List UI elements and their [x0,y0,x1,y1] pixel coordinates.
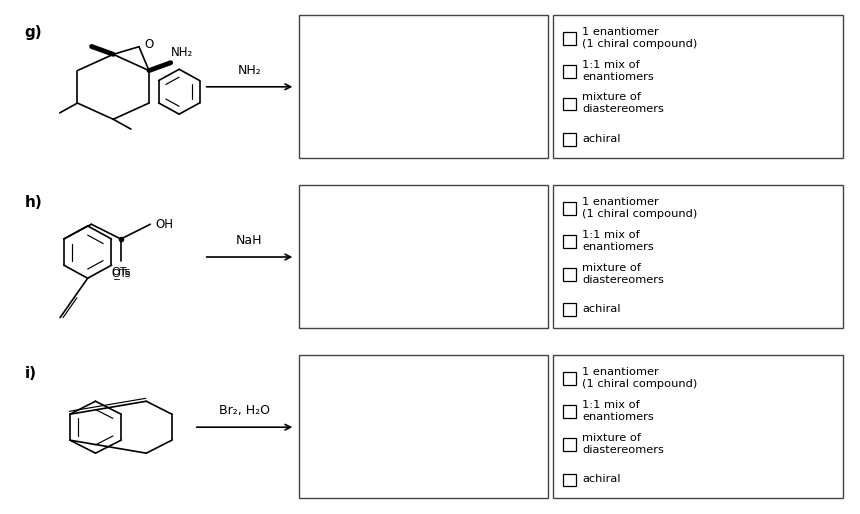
Bar [562,372,575,385]
Bar [299,355,548,498]
Bar [562,438,575,451]
Text: 1:1 mix of
enantiomers: 1:1 mix of enantiomers [582,400,654,422]
Bar [553,185,843,328]
Text: 1 enantiomer
(1 chiral compound): 1 enantiomer (1 chiral compound) [582,367,697,389]
Text: Br₂, H₂O: Br₂, H₂O [219,405,270,417]
Text: achiral: achiral [582,134,621,144]
Text: OTs: OTs [111,267,131,277]
Text: 1:1 mix of
enantiomers: 1:1 mix of enantiomers [582,60,654,82]
Bar [562,133,575,146]
Bar [562,405,575,418]
Text: i): i) [25,365,37,380]
Text: 1 enantiomer
(1 chiral compound): 1 enantiomer (1 chiral compound) [582,197,697,219]
Bar [553,355,843,498]
Text: achiral: achiral [582,304,621,314]
Text: O: O [144,38,153,51]
Bar [553,15,843,158]
Bar [299,185,548,328]
Bar [299,15,548,158]
Text: g): g) [25,25,42,40]
Bar [562,65,575,78]
Text: achiral: achiral [582,474,621,485]
Bar [562,268,575,281]
Bar [562,32,575,45]
Text: NaH: NaH [237,234,262,247]
Bar [562,303,575,316]
Bar [562,98,575,111]
Text: OH: OH [156,218,173,231]
Text: mixture of
diastereomers: mixture of diastereomers [582,433,665,455]
Text: NH₂: NH₂ [237,64,261,77]
Bar [562,235,575,248]
Text: NH₂: NH₂ [171,46,194,60]
Text: mixture of
diastereomers: mixture of diastereomers [582,263,665,285]
Text: 1:1 mix of
enantiomers: 1:1 mix of enantiomers [582,230,654,252]
Text: h): h) [25,195,42,210]
Bar [562,202,575,215]
Bar [562,473,575,486]
Text: 1 enantiomer
(1 chiral compound): 1 enantiomer (1 chiral compound) [582,27,697,49]
Text: O̲Ts: O̲Ts [111,268,131,280]
Text: mixture of
diastereomers: mixture of diastereomers [582,93,665,115]
